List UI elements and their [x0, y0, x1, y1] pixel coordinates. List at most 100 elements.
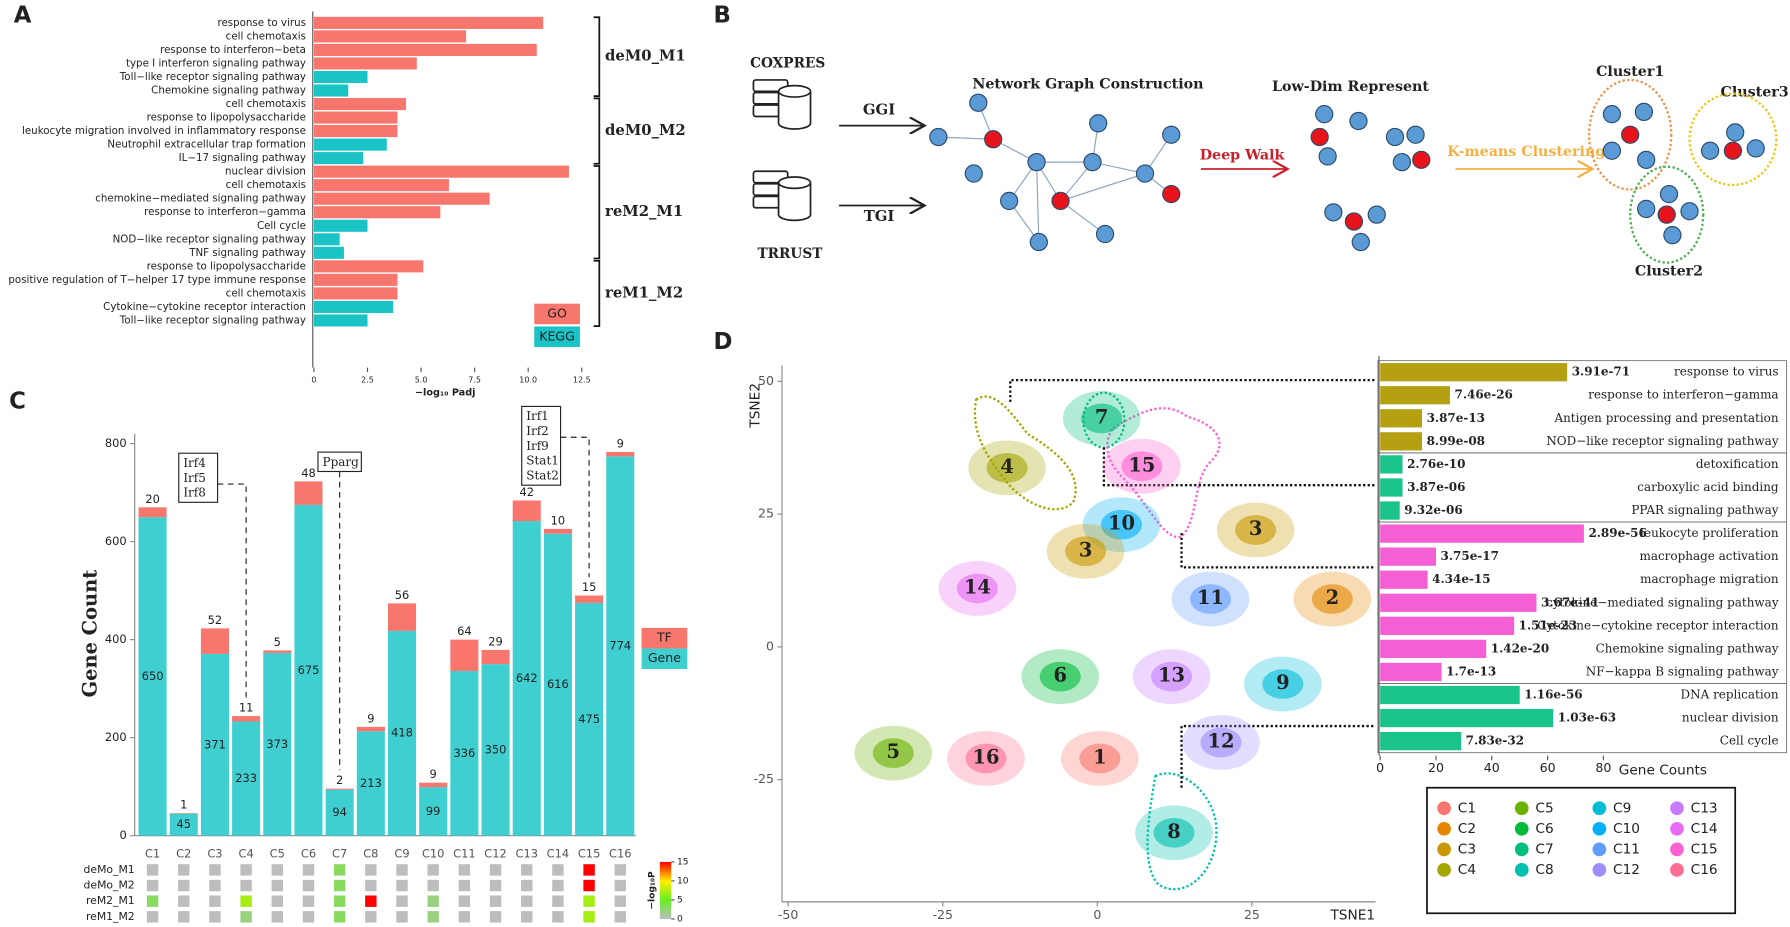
p-value-label: 7.46e-26	[1455, 388, 1513, 402]
category-label: NOD−like receptor signaling pathway	[113, 233, 306, 245]
category-label: response to virus	[217, 17, 305, 29]
bar	[313, 57, 417, 70]
bar-segment	[232, 716, 261, 722]
category-label: macrophage migration	[1640, 572, 1779, 586]
cluster-label: 4	[1000, 455, 1014, 478]
bar	[313, 300, 394, 313]
cluster-core	[1200, 727, 1242, 758]
cluster-outline	[1688, 92, 1778, 187]
legend-label: C13	[1691, 800, 1718, 816]
heatmap-cell	[427, 879, 439, 892]
annotation-text: Irf8	[183, 486, 206, 500]
pipeline-diagram: COXPRES TRRUST GGI TGI Network Graph Con…	[750, 55, 1789, 279]
bar-segment	[481, 649, 510, 665]
cluster-core	[1235, 515, 1277, 545]
category-label: response to lipopolysaccharide	[147, 112, 306, 124]
cluster-core	[1311, 584, 1353, 614]
bar-segment	[543, 528, 572, 534]
network-edge	[938, 136, 994, 140]
group-label: deM0_M1	[605, 48, 686, 65]
bar-segment	[200, 628, 229, 654]
heatmap-cell	[178, 911, 190, 923]
heatmap-cell	[396, 864, 408, 876]
heatmap-cell	[614, 864, 626, 876]
graph-node	[1349, 111, 1368, 131]
cluster-core	[965, 743, 1007, 774]
graph-node	[1027, 152, 1046, 172]
x-tick-label: 20	[1428, 760, 1444, 775]
x-tick-label: 40	[1484, 760, 1500, 775]
x-tick-label: 25	[1244, 907, 1260, 922]
heatmap-cell	[458, 879, 471, 892]
graph-node	[1746, 139, 1765, 158]
heatmap-row-label: deMo_M2	[84, 879, 135, 892]
heatmap-cell	[302, 864, 315, 876]
p-value-label: 1.03e-63	[1558, 711, 1616, 725]
cluster-core	[1081, 403, 1123, 434]
heatmap-cell	[552, 864, 564, 876]
category-label: response to interferon−gamma	[1588, 388, 1778, 402]
colorbar	[659, 861, 672, 919]
panel-label: C	[9, 388, 26, 414]
x-tick-label: C2	[176, 846, 191, 860]
x-tick-label: 7.5	[468, 376, 481, 385]
cluster-core	[1153, 817, 1195, 848]
bar	[313, 260, 424, 273]
bar	[1380, 547, 1436, 566]
heatmap-row-label: reM2_M1	[86, 894, 135, 907]
bar-segment	[263, 650, 292, 653]
category-label: PPAR signaling pathway	[1631, 503, 1778, 517]
cluster-label: 2	[1326, 586, 1340, 609]
group-label: reM2_M1	[605, 203, 683, 220]
category-label: nuclear division	[225, 166, 306, 178]
category-label: cell chemotaxis	[226, 179, 306, 191]
heatmap-cell	[333, 879, 346, 892]
category-label: Cytokine−cytokine receptor interaction	[103, 301, 306, 313]
value-label: 94	[332, 805, 347, 819]
x-tick-label: 0	[311, 376, 316, 385]
graph-node	[1680, 202, 1699, 221]
cluster-label: 1	[1093, 745, 1106, 768]
heatmap-cell	[427, 895, 439, 907]
cluster-label: Cluster3	[1721, 84, 1789, 100]
bar	[313, 179, 449, 192]
cluster-core	[1079, 743, 1121, 774]
cluster-core	[1189, 584, 1232, 614]
x-tick-label: C6	[301, 846, 316, 860]
bar-segment	[543, 533, 572, 836]
cluster-outline	[1105, 407, 1221, 539]
graph-node	[1051, 191, 1070, 211]
category-label: type I interferon signaling pathway	[126, 57, 306, 69]
connector	[1180, 533, 1376, 569]
group-bracket	[593, 97, 601, 165]
graph-node	[1324, 203, 1343, 222]
cluster-label: 15	[1128, 453, 1155, 476]
p-value-label: 1.7e-13	[1446, 664, 1496, 678]
network-edge	[1060, 200, 1106, 235]
heatmap-cell	[240, 911, 252, 923]
x-tick-label: 2.5	[361, 376, 374, 385]
heatmap-cell	[333, 911, 346, 923]
category-label: response to lipopolysaccharide	[147, 260, 306, 272]
graph-node	[1700, 141, 1720, 160]
heatmap-cell	[489, 895, 502, 907]
heatmap-cell	[552, 911, 564, 923]
y-tick-label: 600	[105, 534, 127, 548]
bar	[313, 30, 467, 43]
cluster-core	[1262, 669, 1304, 699]
cluster-core	[1039, 661, 1081, 692]
x-tick-label: -25	[933, 907, 953, 922]
category-label: Cell cycle	[1720, 734, 1779, 748]
heatmap-cell	[365, 911, 377, 923]
heatmap-cell	[146, 895, 159, 907]
graph-node	[1392, 152, 1411, 172]
legend-swatch	[1592, 863, 1607, 877]
bar-segment	[387, 630, 417, 836]
graph-node	[964, 164, 983, 183]
bar-segment	[138, 517, 167, 836]
graph-node	[929, 127, 948, 147]
bar	[313, 84, 349, 97]
heatmap-cell	[240, 879, 252, 892]
category-label: NF−kappa B signaling pathway	[1586, 664, 1779, 678]
heatmap-cell	[178, 879, 190, 892]
